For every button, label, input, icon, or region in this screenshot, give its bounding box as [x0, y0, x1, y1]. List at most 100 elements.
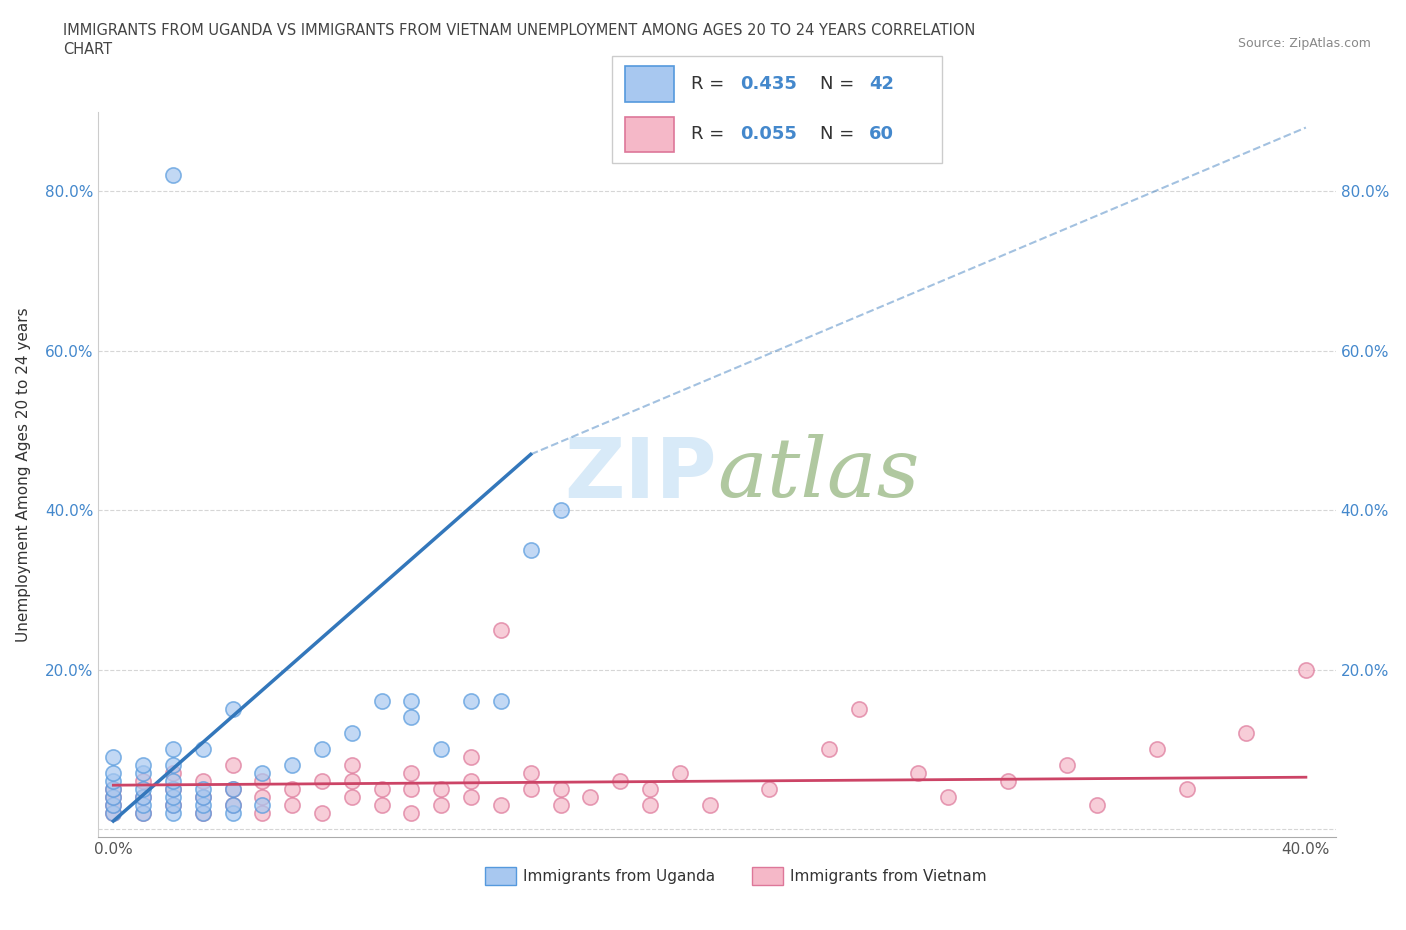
Point	[519, 782, 541, 797]
Y-axis label: Unemployment Among Ages 20 to 24 years: Unemployment Among Ages 20 to 24 years	[17, 307, 31, 642]
Point	[579, 790, 602, 804]
Point	[550, 798, 572, 813]
Point	[103, 790, 125, 804]
Point	[489, 622, 512, 637]
Point	[550, 503, 572, 518]
Point	[758, 782, 780, 797]
Point	[221, 782, 243, 797]
Point	[162, 782, 184, 797]
Point	[103, 798, 125, 813]
Point	[162, 782, 184, 797]
Point	[221, 702, 243, 717]
Text: CHART: CHART	[63, 42, 112, 57]
Point	[519, 765, 541, 780]
Point	[699, 798, 721, 813]
Text: R =: R =	[690, 125, 730, 143]
Point	[401, 765, 423, 780]
Text: 60: 60	[869, 125, 894, 143]
Point	[103, 774, 125, 789]
Point	[132, 790, 155, 804]
Text: IMMIGRANTS FROM UGANDA VS IMMIGRANTS FROM VIETNAM UNEMPLOYMENT AMONG AGES 20 TO : IMMIGRANTS FROM UGANDA VS IMMIGRANTS FRO…	[63, 23, 976, 38]
Point	[191, 805, 214, 820]
Text: N =: N =	[820, 74, 859, 93]
Point	[1175, 782, 1198, 797]
Point	[370, 798, 392, 813]
Point	[997, 774, 1019, 789]
Point	[103, 782, 125, 797]
Point	[132, 758, 155, 773]
Point	[191, 774, 214, 789]
Point	[191, 798, 214, 813]
Point	[638, 782, 661, 797]
Text: Immigrants from Vietnam: Immigrants from Vietnam	[790, 869, 987, 883]
Point	[370, 782, 392, 797]
Point	[132, 798, 155, 813]
Point	[489, 798, 512, 813]
Point	[252, 774, 274, 789]
Point	[460, 790, 482, 804]
Point	[340, 790, 363, 804]
Point	[281, 798, 304, 813]
Point	[668, 765, 690, 780]
Point	[489, 694, 512, 709]
Point	[460, 774, 482, 789]
Point	[311, 805, 333, 820]
Text: Source: ZipAtlas.com: Source: ZipAtlas.com	[1237, 37, 1371, 50]
Point	[162, 774, 184, 789]
Text: atlas: atlas	[717, 434, 920, 514]
Point	[460, 750, 482, 764]
Point	[401, 805, 423, 820]
Text: 42: 42	[869, 74, 894, 93]
Point	[221, 782, 243, 797]
Point	[132, 765, 155, 780]
Point	[907, 765, 929, 780]
Point	[936, 790, 959, 804]
Point	[103, 750, 125, 764]
Point	[221, 798, 243, 813]
Text: 0.055: 0.055	[741, 125, 797, 143]
Point	[848, 702, 870, 717]
Point	[430, 782, 453, 797]
Point	[252, 805, 274, 820]
Point	[460, 694, 482, 709]
Point	[103, 765, 125, 780]
Point	[221, 758, 243, 773]
Point	[340, 726, 363, 741]
Point	[132, 805, 155, 820]
Text: R =: R =	[690, 74, 730, 93]
Point	[281, 758, 304, 773]
Point	[609, 774, 631, 789]
Point	[311, 774, 333, 789]
Point	[1056, 758, 1078, 773]
FancyBboxPatch shape	[612, 56, 942, 163]
Point	[162, 765, 184, 780]
Point	[132, 790, 155, 804]
Point	[191, 805, 214, 820]
Point	[1085, 798, 1108, 813]
Point	[191, 742, 214, 757]
Point	[1234, 726, 1257, 741]
Point	[430, 742, 453, 757]
Text: N =: N =	[820, 125, 859, 143]
Point	[340, 758, 363, 773]
Point	[311, 742, 333, 757]
Point	[162, 168, 184, 183]
Point	[221, 798, 243, 813]
Point	[162, 742, 184, 757]
Point	[103, 798, 125, 813]
Point	[430, 798, 453, 813]
Point	[103, 782, 125, 797]
Point	[401, 782, 423, 797]
Point	[132, 774, 155, 789]
FancyBboxPatch shape	[624, 117, 675, 153]
Point	[370, 694, 392, 709]
Point	[162, 790, 184, 804]
Point	[103, 805, 125, 820]
Point	[340, 774, 363, 789]
Point	[103, 805, 125, 820]
Point	[191, 782, 214, 797]
FancyBboxPatch shape	[624, 67, 675, 101]
Point	[401, 694, 423, 709]
Point	[252, 765, 274, 780]
Point	[191, 790, 214, 804]
